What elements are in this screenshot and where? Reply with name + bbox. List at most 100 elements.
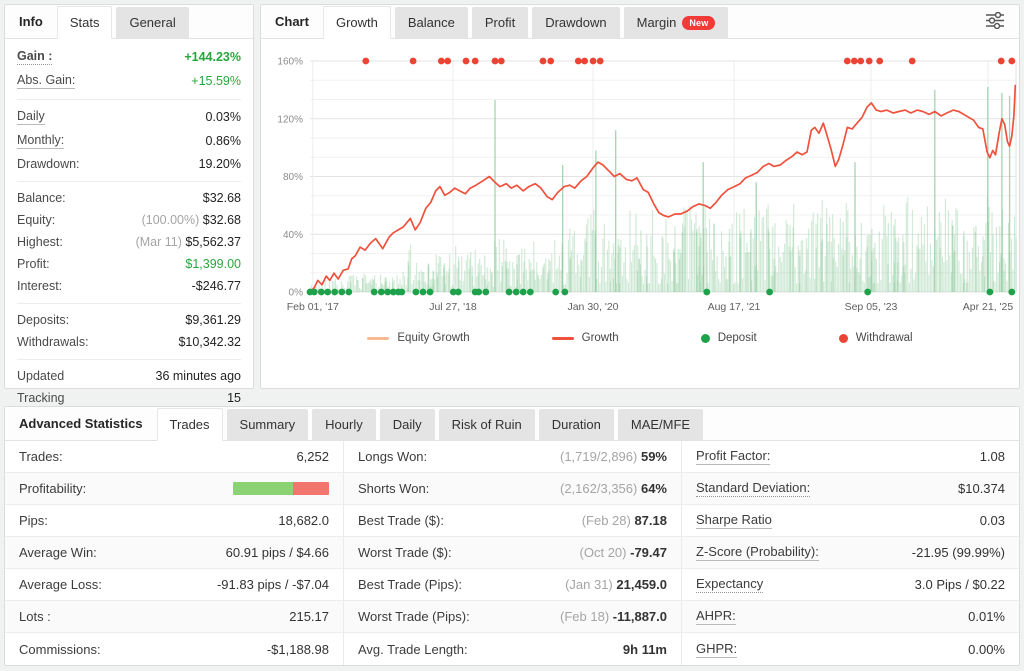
advanced-statistics-label: Advanced Statistics: [19, 416, 143, 431]
chart-settings-button[interactable]: [985, 11, 1013, 31]
row-updated: Updated 36 minutes ago: [17, 365, 241, 387]
tab-hourly[interactable]: Hourly: [312, 409, 376, 440]
stat-value: (Jan 31) 21,459.0: [565, 577, 667, 592]
tab-margin[interactable]: Margin New: [623, 7, 729, 38]
row-drawdown: Drawdown: 19.20%: [17, 153, 241, 175]
tab-summary[interactable]: Summary: [226, 409, 309, 440]
stat-label: Updated: [17, 369, 65, 383]
svg-text:Apr 21, '25: Apr 21, '25: [963, 301, 1014, 313]
row-z-score-probability: Z-Score (Probability): -21.95 (99.99%): [682, 537, 1019, 569]
tab-balance[interactable]: Balance: [394, 7, 468, 38]
stat-value: 0.03: [979, 513, 1005, 528]
legend-item-growth[interactable]: Growth: [551, 332, 619, 344]
value-note: (Oct 20): [579, 545, 627, 560]
left-card-tabs: Stats General: [55, 6, 191, 39]
stat-value: (1,719/2,896) 59%: [560, 449, 667, 464]
value-note: (100.00%): [141, 213, 200, 227]
tab-stats[interactable]: Stats: [56, 6, 113, 39]
row-pips: Pips: 18,682.0: [5, 505, 343, 537]
stat-label: Pips:: [19, 513, 48, 528]
growth-swatch-icon: [551, 336, 574, 340]
stat-value: 60.91 pips / $4.66: [225, 545, 329, 560]
stat-label[interactable]: Abs. Gain:: [17, 73, 76, 89]
stat-label[interactable]: Standard Deviation:: [696, 480, 811, 497]
stat-value: $32.68: [202, 191, 241, 205]
stat-label: Average Win:: [19, 545, 97, 560]
tab-profit[interactable]: Profit: [471, 7, 529, 38]
stat-value: +144.23%: [184, 50, 241, 64]
stat-label: Highest:: [17, 235, 63, 249]
svg-text:0%: 0%: [289, 288, 304, 299]
equity-growth-swatch-icon: [367, 336, 390, 340]
tab-trades[interactable]: Trades: [156, 408, 223, 441]
legend-item-withdrawal[interactable]: Withdrawal: [838, 332, 913, 344]
stat-label[interactable]: GHPR:: [696, 640, 738, 658]
stat-value: 0.00%: [968, 641, 1005, 657]
tab-mae-mfe[interactable]: MAE/MFE: [617, 409, 704, 440]
stats-column-2: Longs Won: (1,719/2,896) 59% Shorts Won: (2…: [343, 441, 681, 665]
stats-column-3: Profit Factor: 1.08 Standard Deviation: $10…: [681, 441, 1019, 665]
stat-label: Worst Trade ($):: [358, 545, 452, 560]
svg-text:80%: 80%: [283, 172, 303, 183]
chart-legend: Equity Growth Growth Deposit Withdrawal: [261, 332, 1019, 344]
stat-label[interactable]: Gain :: [17, 49, 53, 65]
legend-label: Growth: [581, 332, 619, 344]
stat-label[interactable]: Expectancy: [696, 576, 764, 593]
row-average-loss: Average Loss: -91.83 pips / -$7.04: [5, 569, 343, 601]
tab-label: Trades: [169, 417, 210, 432]
stat-label[interactable]: Profit Factor:: [696, 448, 771, 465]
row-equity: Equity: (100.00%) $32.68: [17, 209, 241, 231]
legend-item-equity-growth[interactable]: Equity Growth: [367, 332, 470, 344]
stat-label: Longs Won:: [358, 449, 428, 464]
stat-label[interactable]: AHPR:: [696, 608, 736, 625]
filter-sliders-icon: [986, 11, 1004, 30]
stat-value: 0.03%: [205, 110, 241, 124]
svg-text:120%: 120%: [277, 114, 303, 125]
stat-label[interactable]: Sharpe Ratio: [696, 512, 772, 529]
new-badge: New: [682, 15, 716, 30]
advanced-statistics-card: Advanced Statistics Trades Summary Hourly D…: [4, 406, 1020, 666]
growth-chart-card: Chart Growth Balance Profit Drawdown Margin N…: [260, 4, 1020, 389]
row-ghpr: GHPR: 0.00%: [682, 633, 1019, 665]
tab-daily[interactable]: Daily: [379, 409, 435, 440]
row-best-trade-pips: Best Trade (Pips): (Jan 31) 21,459.0: [344, 569, 681, 601]
legend-label: Deposit: [717, 332, 757, 344]
tab-drawdown[interactable]: Drawdown: [532, 7, 620, 38]
svg-text:40%: 40%: [283, 230, 303, 241]
chart-tabbar: Chart Growth Balance Profit Drawdown Margin N…: [261, 5, 1019, 39]
row-profit: Profit: $1,399.00: [17, 253, 241, 275]
stat-value: -$1,188.98: [266, 641, 329, 657]
tab-general[interactable]: General: [116, 7, 189, 38]
row-abs-gain: Abs. Gain: +15.59%: [17, 69, 241, 93]
value-note: (Jan 31): [565, 577, 613, 592]
tab-growth[interactable]: Growth: [322, 6, 391, 39]
stat-value: -21.95 (99.99%): [911, 545, 1005, 560]
stat-label: Best Trade ($):: [358, 513, 444, 528]
stat-label: Best Trade (Pips):: [358, 577, 463, 592]
tab-label: Daily: [392, 417, 422, 432]
stat-label: Profitability:: [19, 481, 87, 496]
stat-value: 6,252: [296, 449, 329, 464]
tab-label: Margin: [636, 15, 677, 30]
tab-risk-of-ruin[interactable]: Risk of Ruin: [438, 409, 535, 440]
row-monthly: Monthly: 0.86%: [17, 129, 241, 153]
stat-label: Withdrawals:: [17, 335, 89, 349]
stat-value: (Oct 20) -79.47: [579, 545, 667, 560]
stat-value: +15.59%: [191, 74, 241, 88]
stat-label[interactable]: Z-Score (Probability):: [696, 544, 819, 561]
row-profitability: Profitability:: [5, 473, 343, 505]
stat-label[interactable]: Daily: [17, 109, 45, 125]
tab-duration[interactable]: Duration: [538, 409, 614, 440]
row-sharpe-ratio: Sharpe Ratio 0.03: [682, 505, 1019, 537]
stat-label[interactable]: Monthly:: [17, 133, 65, 149]
row-commissions: Commissions: -$1,188.98: [5, 633, 343, 665]
stat-value: $1,399.00: [185, 257, 241, 271]
value-note: (Mar 11): [135, 235, 182, 249]
stat-label: Average Loss:: [19, 577, 102, 592]
stat-value: (Feb 28) 87.18: [581, 513, 667, 528]
row-tracking: Tracking 15: [17, 387, 241, 409]
growth-chart-area: 0% 40% 80% 120% 160% Feb 01, '17 Jul 27, '18 Ja…: [261, 39, 1019, 319]
row-balance: Balance: $32.68: [17, 187, 241, 209]
legend-item-deposit[interactable]: Deposit: [700, 332, 757, 344]
svg-text:160%: 160%: [277, 57, 303, 68]
